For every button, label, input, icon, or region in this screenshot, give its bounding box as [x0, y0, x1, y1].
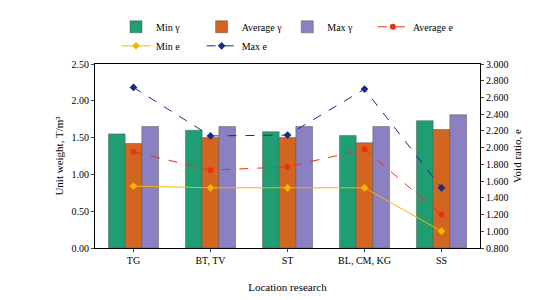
svg-text:1.400: 1.400 [486, 192, 509, 203]
svg-text:2.000: 2.000 [486, 142, 509, 153]
svg-text:2.00: 2.00 [72, 95, 90, 106]
svg-text:2.800: 2.800 [486, 75, 509, 86]
svg-text:Average e: Average e [413, 22, 454, 33]
svg-text:BT, TV: BT, TV [195, 255, 226, 266]
svg-text:Average γ: Average γ [242, 22, 283, 33]
svg-text:0.00: 0.00 [72, 243, 90, 254]
svg-text:0.50: 0.50 [72, 206, 90, 217]
svg-text:1.600: 1.600 [486, 176, 509, 187]
svg-text:Void ratio, e: Void ratio, e [511, 129, 523, 183]
svg-text:2.50: 2.50 [72, 59, 90, 70]
svg-text:Max γ: Max γ [327, 22, 353, 33]
svg-text:2.600: 2.600 [486, 92, 509, 103]
svg-text:1.000: 1.000 [486, 226, 509, 237]
svg-text:0.800: 0.800 [486, 243, 509, 254]
svg-text:2.200: 2.200 [486, 125, 509, 136]
svg-text:Min e: Min e [156, 41, 180, 52]
svg-text:1.00: 1.00 [72, 169, 90, 180]
svg-text:SS: SS [436, 255, 447, 266]
svg-text:Unit weight, T/m³: Unit weight, T/m³ [53, 116, 65, 196]
svg-text:ST: ST [282, 255, 294, 266]
svg-text:Min γ: Min γ [156, 22, 180, 33]
svg-text:1.50: 1.50 [72, 132, 90, 143]
svg-text:Max e: Max e [242, 41, 268, 52]
svg-text:2.400: 2.400 [486, 109, 509, 120]
svg-text:BL, CM, KG: BL, CM, KG [338, 255, 391, 266]
svg-text:1.200: 1.200 [486, 209, 509, 220]
svg-text:TG: TG [127, 255, 140, 266]
svg-text:Location research: Location research [248, 281, 327, 293]
svg-text:3.000: 3.000 [486, 59, 509, 70]
svg-text:1.800: 1.800 [486, 159, 509, 170]
